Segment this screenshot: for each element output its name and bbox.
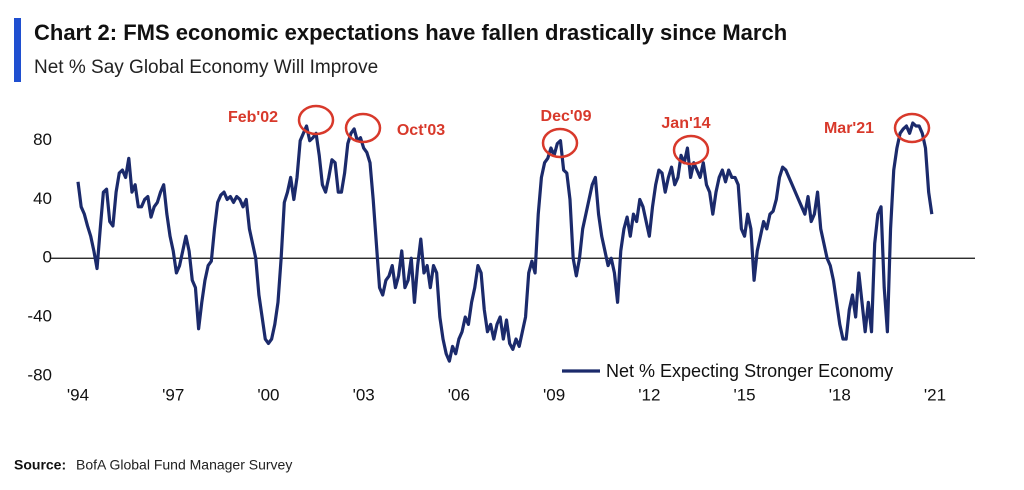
data-line bbox=[76, 121, 934, 363]
y-tick-label: 80 bbox=[33, 130, 52, 149]
x-tick-label: '09 bbox=[543, 385, 565, 404]
annotation-label: Dec'09 bbox=[541, 108, 592, 125]
annotation-circle bbox=[541, 127, 579, 159]
source: BofA Global Fund Manager Survey bbox=[76, 457, 292, 473]
y-tick-label: -40 bbox=[27, 307, 52, 326]
annotation-label: Jan'14 bbox=[661, 115, 710, 132]
x-tick-label: '21 bbox=[924, 385, 946, 404]
x-tick-label: '97 bbox=[162, 385, 184, 404]
annotation-circle bbox=[297, 104, 335, 136]
annotation-label: Oct'03 bbox=[397, 122, 445, 139]
x-tick-label: '94 bbox=[67, 385, 89, 404]
x-tick-label: '12 bbox=[638, 385, 660, 404]
annotation-label: Mar'21 bbox=[824, 120, 874, 137]
annotation-label: Feb'02 bbox=[228, 109, 278, 126]
x-tick-label: '00 bbox=[257, 385, 279, 404]
x-tick-label: '18 bbox=[829, 385, 851, 404]
x-tick-label: '15 bbox=[733, 385, 755, 404]
annotation-circle bbox=[893, 112, 931, 144]
chart-title: Chart 2: FMS economic expectations have … bbox=[34, 20, 787, 45]
accent-bar bbox=[14, 18, 21, 82]
x-tick-label: '06 bbox=[448, 385, 470, 404]
y-tick-label: -80 bbox=[27, 365, 52, 384]
y-tick-label: 0 bbox=[43, 248, 52, 267]
x-tick-label: '03 bbox=[353, 385, 375, 404]
chart-subtitle: Net % Say Global Economy Will Improve bbox=[34, 57, 378, 78]
annotation-circle bbox=[344, 112, 382, 144]
annotation-circle bbox=[672, 134, 710, 166]
legend-label: Net % Expecting Stronger Economy bbox=[606, 361, 893, 381]
source-label: Source: bbox=[14, 457, 66, 473]
y-tick-label: 40 bbox=[33, 189, 52, 208]
